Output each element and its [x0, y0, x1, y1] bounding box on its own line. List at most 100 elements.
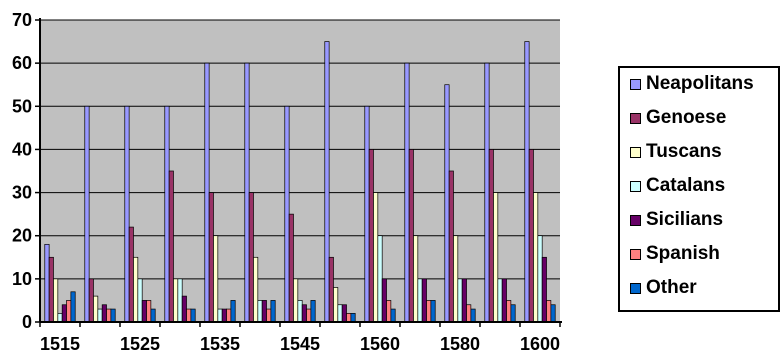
legend-swatch	[630, 146, 641, 158]
bar-neapolitans-1590	[484, 62, 490, 323]
bar-tuscans-1540	[253, 256, 259, 323]
legend-swatch	[630, 214, 641, 226]
legend-swatch	[630, 282, 641, 294]
bar-other-1600	[550, 304, 556, 323]
legend-swatch	[630, 248, 641, 260]
legend-item-tuscans: Tuscans	[630, 140, 722, 164]
bar-catalans-1560	[377, 235, 383, 323]
y-tick-label: 50	[12, 96, 32, 116]
bar-other-1535	[230, 300, 236, 323]
bar-neapolitans-1600	[524, 41, 530, 323]
bar-genoese-1550	[328, 256, 334, 323]
bar-neapolitans-1535	[204, 62, 210, 323]
legend: Neapolitans Genoese Tuscans Catalans Sic…	[618, 66, 780, 312]
legend-label: Spanish	[646, 243, 720, 264]
legend-swatch	[630, 180, 641, 192]
bar-other-1525	[150, 308, 156, 323]
bar-spanish-1590	[506, 300, 512, 323]
bar-tuscans-1515	[53, 278, 59, 323]
legend-label: Other	[646, 277, 697, 298]
bar-spanish-1560	[386, 300, 392, 323]
bar-genoese-1540	[248, 192, 254, 323]
bar-catalans-1590	[497, 278, 503, 323]
legend-label: Tuscans	[646, 141, 722, 162]
y-tick-label: 40	[12, 139, 32, 159]
bar-sicilians-1535	[221, 308, 227, 323]
legend-item-genoese: Genoese	[630, 106, 726, 130]
legend-label: Catalans	[646, 175, 726, 196]
bar-genoese-1525	[128, 226, 134, 323]
x-axis-ticks: 1515 1525 1535 1545 1560 1580 1600	[39, 322, 561, 354]
bar-sicilians-1580	[461, 278, 467, 323]
y-tick-label: 30	[12, 183, 32, 203]
bars	[44, 41, 556, 323]
bar-neapolitans-1525	[124, 105, 130, 323]
bar-spanish-1550	[346, 313, 352, 323]
bar-spanish-1600	[546, 300, 552, 323]
y-tick-label: 0	[22, 312, 32, 332]
bar-other-1515	[70, 291, 76, 323]
legend-label: Sicilians	[646, 209, 724, 230]
bar-neapolitans-1515	[44, 243, 50, 323]
bar-sicilians-1550	[341, 304, 347, 323]
y-tick-label: 20	[12, 226, 32, 246]
bar-other-1570	[430, 300, 436, 323]
bar-tuscans-1520	[93, 295, 99, 323]
plot-area	[40, 20, 560, 322]
bar-genoese-1545	[288, 213, 294, 323]
bar-other-1560	[390, 308, 396, 323]
bar-sicilians-1525	[141, 300, 147, 323]
y-tick-label: 70	[12, 10, 32, 30]
x-tick-label: 1600	[520, 334, 560, 354]
legend-swatch	[630, 112, 641, 124]
x-tick-label: 1515	[40, 334, 80, 354]
x-tick-label: 1535	[200, 334, 240, 354]
bar-catalans-1515	[57, 313, 63, 323]
bar-sicilians-1590	[501, 278, 507, 323]
bar-spanish-1570	[426, 300, 432, 323]
bar-sicilians-1570	[421, 278, 427, 323]
bar-tuscans-1530	[173, 278, 179, 323]
bar-neapolitans-1550	[324, 41, 330, 323]
bar-genoese-1530	[168, 170, 174, 323]
bar-chart: 0 10 20 30 40 50 60 70 1515 1525 1535 1545 1560 1580…	[12, 10, 562, 354]
bar-genoese-1560	[368, 149, 374, 323]
bar-spanish-1515	[66, 300, 72, 323]
bar-catalans-1520	[97, 308, 103, 323]
x-tick-label: 1525	[120, 334, 160, 354]
bar-neapolitans-1520	[84, 105, 90, 323]
bar-tuscans-1560	[373, 192, 379, 323]
bar-other-1540	[270, 300, 276, 323]
bar-catalans-1540	[257, 300, 263, 323]
bar-other-1590	[510, 304, 516, 323]
bar-genoese-1520	[88, 278, 94, 323]
bar-catalans-1530	[177, 278, 183, 323]
bar-tuscans-1600	[533, 192, 539, 323]
legend-label: Genoese	[646, 107, 727, 128]
bar-sicilians-1540	[261, 300, 267, 323]
bar-spanish-1525	[146, 300, 152, 323]
bar-spanish-1545	[306, 308, 312, 323]
bar-genoese-1570	[408, 149, 414, 323]
bar-neapolitans-1545	[284, 105, 290, 323]
bar-sicilians-1560	[381, 278, 387, 323]
bar-spanish-1540	[266, 308, 272, 323]
bar-other-1545	[310, 300, 316, 323]
bar-other-1580	[470, 308, 476, 323]
legend-label: Neapolitans	[646, 73, 754, 94]
bar-catalans-1570	[417, 278, 423, 323]
bar-catalans-1525	[137, 278, 143, 323]
bar-neapolitans-1560	[364, 105, 370, 323]
legend-swatch	[630, 78, 641, 90]
x-tick-label: 1545	[280, 334, 320, 354]
bar-catalans-1535	[217, 308, 223, 323]
bar-genoese-1535	[208, 192, 214, 323]
bar-catalans-1580	[457, 278, 463, 323]
bar-neapolitans-1540	[244, 62, 250, 323]
bar-genoese-1600	[528, 149, 534, 323]
bar-other-1530	[190, 308, 196, 323]
bar-sicilians-1530	[181, 295, 187, 323]
bar-genoese-1580	[448, 170, 454, 323]
bar-catalans-1550	[337, 304, 343, 323]
bar-other-1520	[110, 308, 116, 323]
